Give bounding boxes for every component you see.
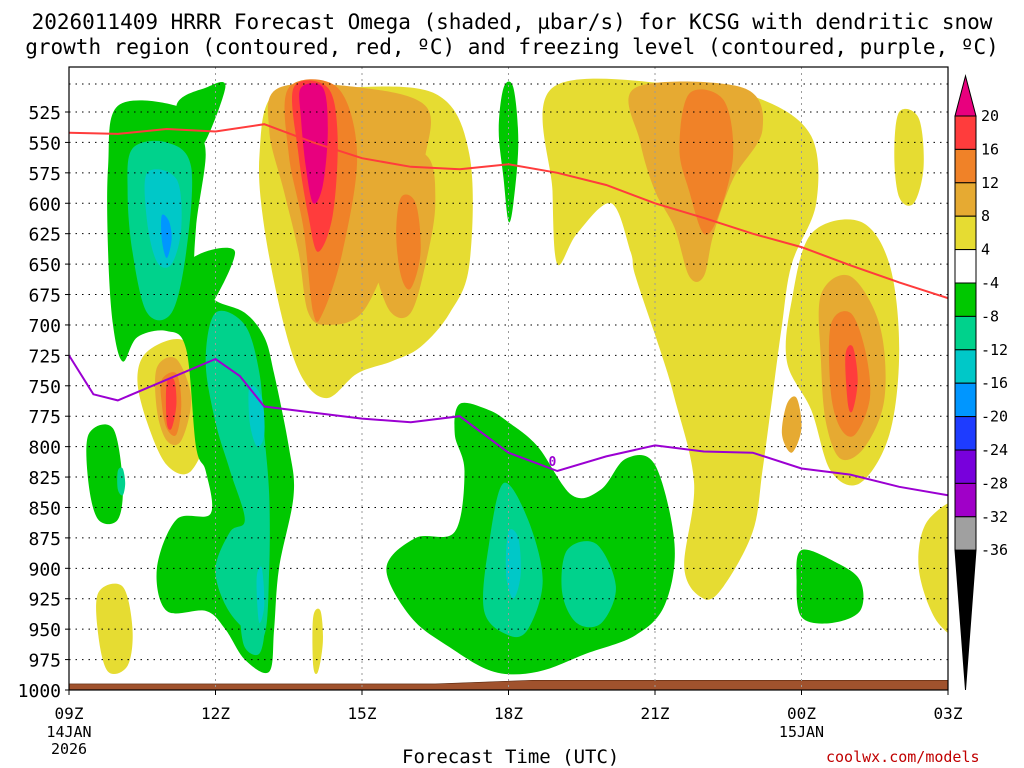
colorbar-swatch bbox=[954, 416, 977, 451]
y-tick-label: 925 bbox=[28, 590, 61, 611]
colorbar-label: -36 bbox=[981, 541, 1008, 559]
omega-green-region bbox=[796, 549, 864, 624]
colorbar-label: -32 bbox=[981, 508, 1008, 526]
colorbar-label: 8 bbox=[981, 207, 990, 225]
omega-yellow-region bbox=[542, 78, 819, 600]
colorbar-swatch bbox=[954, 215, 977, 251]
y-tick-label: 525 bbox=[28, 103, 61, 124]
x-tick-label: 00Z bbox=[787, 704, 816, 723]
colorbar-label: 4 bbox=[981, 241, 990, 259]
contour-line bbox=[69, 354, 948, 497]
omega-green-region bbox=[183, 247, 236, 325]
y-tick-label: 625 bbox=[28, 225, 61, 246]
x-tick-sublabel: 15JAN bbox=[779, 723, 824, 741]
x-axis-title: Forecast Time (UTC) bbox=[402, 746, 620, 768]
colorbar-bottom-triangle bbox=[954, 549, 977, 691]
x-tick-sublabel: 2026 bbox=[51, 740, 87, 758]
colorbar-swatch bbox=[954, 282, 977, 317]
y-tick-label: 875 bbox=[28, 529, 61, 550]
grid-lines bbox=[69, 67, 948, 691]
y-tick-label: 775 bbox=[28, 407, 61, 428]
colorbar-swatch bbox=[954, 315, 977, 351]
y-tick-label: 950 bbox=[28, 620, 61, 641]
omega-shading bbox=[86, 78, 948, 675]
colorbar: 20 16 12 8 4 -4 -8 -12 -16 -20 -24 -28 -32 -36 bbox=[954, 74, 1008, 691]
colorbar-label: 16 bbox=[981, 140, 999, 158]
y-tick-label: 650 bbox=[28, 255, 61, 276]
y-tick-label: 900 bbox=[28, 559, 61, 580]
x-tick-label: 21Z bbox=[641, 704, 670, 723]
colorbar-swatch bbox=[954, 148, 977, 184]
y-tick-label: 575 bbox=[28, 164, 61, 185]
colorbar-swatch bbox=[954, 482, 977, 518]
y-tick-label: 675 bbox=[28, 286, 61, 307]
y-tick-label: 600 bbox=[28, 194, 61, 215]
y-axis: 525 550 575 600 625 650 675 700 725 750 775 800 825 8… bbox=[18, 103, 69, 702]
colorbar-label: -12 bbox=[981, 341, 1008, 359]
x-tick-sublabel: 14JAN bbox=[46, 723, 91, 741]
x-tick-label: 18Z bbox=[494, 704, 523, 723]
y-tick-label: 850 bbox=[28, 498, 61, 519]
chart-title-line-2: growth region (contoured, red, ºC) and f… bbox=[25, 35, 999, 59]
colorbar-swatch bbox=[954, 249, 977, 284]
y-tick-label: 1000 bbox=[18, 681, 61, 702]
y-tick-label: 750 bbox=[28, 377, 61, 398]
colorbar-label: -24 bbox=[981, 441, 1008, 459]
colorbar-label: -4 bbox=[981, 274, 999, 292]
omega-darkyellow-region bbox=[781, 396, 802, 453]
colorbar-label: 12 bbox=[981, 174, 999, 192]
contour-lines: 0 bbox=[69, 123, 948, 497]
colorbar-swatch bbox=[954, 382, 977, 418]
omega-red-region bbox=[845, 345, 858, 413]
colorbar-label: -16 bbox=[981, 374, 1008, 392]
y-tick-label: 825 bbox=[28, 468, 61, 489]
omega-cyan-region bbox=[505, 529, 521, 599]
x-tick-label: 12Z bbox=[201, 704, 230, 723]
omega-red-region bbox=[165, 377, 177, 430]
omega-yellow-region bbox=[96, 583, 133, 674]
omega-blue-region bbox=[161, 214, 172, 258]
x-tick-label: 15Z bbox=[348, 704, 377, 723]
omega-green-region bbox=[86, 424, 123, 525]
colorbar-swatch bbox=[954, 182, 977, 217]
colorbar-label: -28 bbox=[981, 474, 1008, 492]
y-tick-label: 725 bbox=[28, 346, 61, 367]
colorbar-label: -8 bbox=[981, 307, 999, 325]
x-tick-label: 03Z bbox=[934, 704, 963, 723]
contour-line bbox=[69, 123, 948, 300]
colorbar-swatch bbox=[954, 449, 977, 484]
omega-cyan-region bbox=[256, 566, 265, 624]
y-tick-label: 550 bbox=[28, 133, 61, 154]
y-tick-label: 975 bbox=[28, 651, 61, 672]
colorbar-swatch bbox=[954, 349, 977, 384]
y-tick-label: 800 bbox=[28, 438, 61, 459]
credit-link[interactable]: coolwx.com/models bbox=[826, 748, 980, 766]
omega-yellow-region bbox=[918, 503, 948, 634]
omega-green-region bbox=[176, 81, 226, 155]
colorbar-label: 20 bbox=[981, 107, 999, 125]
omega-yellow-region bbox=[894, 108, 924, 206]
omega-orange-region bbox=[679, 89, 734, 235]
x-tick-label: 09Z bbox=[55, 704, 84, 723]
colorbar-top-triangle bbox=[954, 74, 977, 117]
omega-teal-region bbox=[117, 467, 126, 496]
colorbar-swatch bbox=[954, 115, 977, 150]
colorbar-swatch bbox=[954, 516, 977, 551]
chart-title-line-1: 2026011409 HRRR Forecast Omega (shaded, … bbox=[31, 10, 993, 34]
omega-orange-region bbox=[396, 194, 421, 290]
omega-yellow-region bbox=[312, 608, 323, 675]
omega-teal-region bbox=[561, 541, 616, 628]
freezing-level-contour-label: 0 bbox=[549, 455, 557, 470]
colorbar-label: -20 bbox=[981, 408, 1008, 426]
y-tick-label: 700 bbox=[28, 316, 61, 337]
